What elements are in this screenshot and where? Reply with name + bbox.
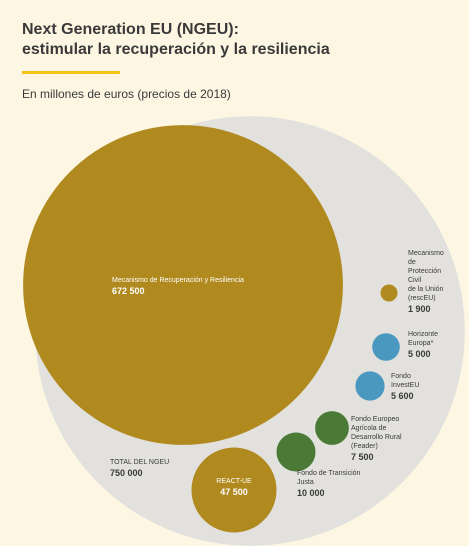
value-label: 10 000 [297, 488, 325, 498]
total-name: TOTAL DEL NGEU [110, 459, 170, 466]
chart-title: Next Generation EU (NGEU): estimular la … [22, 21, 330, 58]
category-label: REACT-UE [216, 478, 252, 485]
bubble [355, 371, 385, 401]
category-label: Horizonte Europa* [408, 331, 438, 347]
category-label: Mecanismo de Recuperación y Resiliencia [112, 277, 244, 284]
title-underline [22, 71, 120, 74]
bubble [191, 447, 277, 533]
total-value: 750 000 [110, 468, 143, 478]
bubble-label: Mecanismo de Protección Civil de la Unió… [408, 249, 444, 315]
bubble-label: Fondo InvestEU 5 600 [391, 372, 419, 402]
bubble [276, 432, 316, 472]
category-label: Mecanismo de Protección Civil de la Unió… [408, 250, 444, 302]
value-label: 1 900 [408, 304, 431, 314]
value-label: 7 500 [351, 452, 374, 462]
category-label: Fondo de Transición Justa [297, 470, 361, 486]
value-label: 47 500 [220, 487, 248, 497]
bubble [372, 333, 400, 361]
bubble-label: Horizonte Europa* 5 000 [408, 330, 438, 360]
category-label: Fondo Europeo Agrícola de Desarrollo Rur… [351, 416, 402, 450]
bubble-label: Fondo de Transición Justa 10 000 [297, 469, 360, 499]
bubble [380, 284, 398, 302]
total-label: TOTAL DEL NGEU 750 000 [110, 458, 169, 479]
value-label: 672 500 [112, 286, 145, 296]
bubble [315, 411, 349, 445]
bubble-label: REACT-UE 47 500 [204, 477, 264, 498]
bubble-label: Fondo Europeo Agrícola de Desarrollo Rur… [351, 415, 402, 463]
chart-subtitle: En millones de euros (precios de 2018) [22, 87, 231, 101]
value-label: 5 000 [408, 349, 431, 359]
bubble [23, 125, 343, 445]
bubble-label: Mecanismo de Recuperación y Resiliencia 6… [112, 276, 244, 297]
category-label: Fondo InvestEU [391, 373, 420, 389]
value-label: 5 600 [391, 391, 414, 401]
